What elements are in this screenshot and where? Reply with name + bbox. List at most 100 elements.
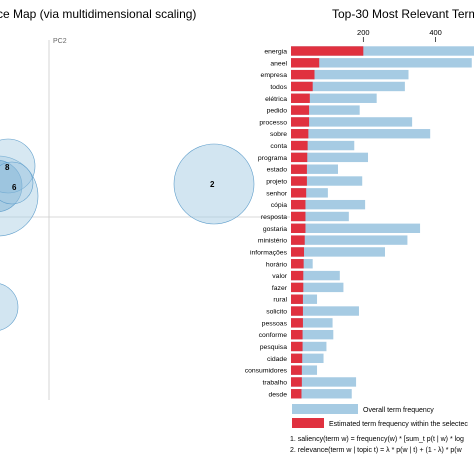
term-label[interactable]: projeto	[266, 179, 287, 186]
x-tick-label: 400	[429, 28, 442, 37]
overall-frequency-bar[interactable]	[291, 247, 385, 257]
estimated-frequency-bar[interactable]	[291, 341, 303, 352]
overall-frequency-bar[interactable]	[291, 152, 369, 163]
term-label[interactable]: processo	[259, 119, 287, 126]
estimated-frequency-bar[interactable]	[291, 164, 307, 174]
estimated-frequency-bar[interactable]	[291, 247, 305, 257]
estimated-frequency-bar[interactable]	[291, 105, 310, 115]
overall-frequency-bar[interactable]	[291, 176, 363, 186]
overall-frequency-bar[interactable]	[291, 318, 333, 328]
estimated-frequency-bar[interactable]	[291, 235, 305, 245]
estimated-frequency-bar[interactable]	[291, 270, 304, 281]
term-label[interactable]: fazer	[272, 285, 288, 292]
term-label[interactable]: pesquisa	[260, 344, 287, 351]
estimated-frequency-bar[interactable]	[291, 188, 307, 198]
overall-frequency-bar[interactable]	[291, 294, 318, 304]
term-label[interactable]: resposta	[261, 214, 287, 221]
overall-frequency-bar[interactable]	[291, 105, 360, 115]
estimated-frequency-bar[interactable]	[291, 318, 303, 328]
estimated-frequency-bar[interactable]	[291, 46, 364, 56]
bars-title: Top-30 Most Relevant Terms f	[332, 7, 474, 21]
overall-frequency-bar[interactable]	[291, 389, 352, 399]
legend: Overall term frequency Estimated term fr…	[292, 404, 468, 428]
term-label[interactable]: energia	[264, 49, 287, 56]
estimated-frequency-bar[interactable]	[291, 306, 303, 316]
term-label[interactable]: pessoas	[262, 320, 288, 327]
overall-frequency-bar[interactable]	[291, 211, 349, 222]
topic-circle-2[interactable]	[173, 143, 255, 225]
topic-circle-lower-left[interactable]	[0, 283, 19, 331]
estimated-frequency-bar[interactable]	[291, 199, 306, 210]
term-label[interactable]: empresa	[261, 72, 288, 79]
estimated-frequency-bar[interactable]	[291, 365, 302, 375]
estimated-frequency-bar[interactable]	[291, 223, 306, 233]
estimated-frequency-bar[interactable]	[291, 176, 307, 186]
estimated-frequency-bar[interactable]	[291, 58, 320, 68]
overall-frequency-bar[interactable]	[291, 117, 413, 127]
term-label[interactable]: horário	[266, 261, 287, 268]
term-label[interactable]: sobre	[270, 131, 287, 138]
term-label[interactable]: cópia	[271, 202, 287, 209]
estimated-frequency-bar[interactable]	[291, 140, 308, 151]
term-label[interactable]: aneel	[270, 60, 287, 67]
estimated-frequency-bar[interactable]	[291, 69, 315, 80]
term-label[interactable]: conforme	[259, 332, 288, 339]
term-label[interactable]: conta	[270, 143, 287, 150]
overall-frequency-bar[interactable]	[291, 223, 421, 233]
overall-frequency-bar[interactable]	[291, 129, 431, 139]
overall-frequency-bar[interactable]	[291, 377, 357, 387]
estimated-frequency-bar[interactable]	[291, 377, 302, 387]
estimated-frequency-bar[interactable]	[291, 117, 310, 127]
term-label[interactable]: todos	[270, 84, 287, 91]
x-axis-ticks: 200 400	[357, 28, 442, 42]
term-label[interactable]: solicito	[266, 309, 287, 316]
term-label[interactable]: rural	[273, 297, 287, 304]
overall-frequency-bar[interactable]	[291, 81, 405, 92]
term-label[interactable]: valor	[272, 273, 287, 280]
overall-frequency-bar[interactable]	[291, 164, 338, 174]
estimated-frequency-bar[interactable]	[291, 282, 304, 293]
term-label[interactable]: programa	[258, 155, 287, 162]
overall-frequency-bar[interactable]	[291, 235, 408, 245]
topic-circle-large-left[interactable]	[0, 155, 39, 237]
term-label[interactable]: cidade	[267, 356, 287, 363]
overall-frequency-bar[interactable]	[291, 329, 334, 340]
estimated-frequency-bar[interactable]	[291, 389, 302, 399]
overall-frequency-bar[interactable]	[291, 140, 355, 151]
topic-circle-8[interactable]	[0, 138, 36, 194]
term-label[interactable]: consumidores	[245, 368, 288, 375]
estimated-frequency-bar[interactable]	[291, 211, 306, 222]
formulas: 1. saliency(term w) = frequency(w) * [su…	[290, 436, 464, 454]
estimated-frequency-bar[interactable]	[291, 294, 303, 304]
term-label[interactable]: ministério	[258, 238, 287, 245]
overall-frequency-bar[interactable]	[291, 365, 318, 375]
topic-circle-6[interactable]	[0, 161, 34, 205]
term-label[interactable]: informações	[250, 249, 288, 256]
overall-frequency-bar[interactable]	[291, 353, 324, 364]
estimated-frequency-bar[interactable]	[291, 129, 309, 139]
overall-frequency-bar[interactable]	[291, 306, 359, 316]
overall-frequency-bar[interactable]	[291, 341, 327, 352]
overall-frequency-bar[interactable]	[291, 69, 409, 80]
overall-frequency-bar[interactable]	[291, 58, 472, 68]
estimated-frequency-bar[interactable]	[291, 81, 313, 92]
term-label[interactable]: estado	[267, 167, 288, 174]
overall-frequency-bar[interactable]	[291, 282, 344, 293]
estimated-frequency-bar[interactable]	[291, 353, 303, 364]
term-label[interactable]: pedido	[267, 108, 288, 115]
overall-frequency-bar[interactable]	[291, 270, 340, 281]
overall-frequency-bar[interactable]	[291, 93, 377, 103]
term-label[interactable]: gostaria	[263, 226, 287, 233]
overall-frequency-bar[interactable]	[291, 199, 366, 210]
estimated-frequency-bar[interactable]	[291, 93, 310, 103]
estimated-frequency-bar[interactable]	[291, 152, 308, 163]
term-label[interactable]: trabalho	[262, 379, 287, 386]
term-label[interactable]: senhor	[266, 190, 288, 197]
term-label[interactable]: desde	[268, 391, 287, 398]
overall-frequency-bar[interactable]	[291, 188, 328, 198]
estimated-frequency-bar[interactable]	[291, 259, 304, 269]
estimated-frequency-bar[interactable]	[291, 329, 303, 340]
term-label[interactable]: elétrica	[265, 96, 287, 103]
overall-frequency-bar[interactable]	[291, 46, 474, 56]
topic-circle-overlap[interactable]	[0, 160, 23, 212]
